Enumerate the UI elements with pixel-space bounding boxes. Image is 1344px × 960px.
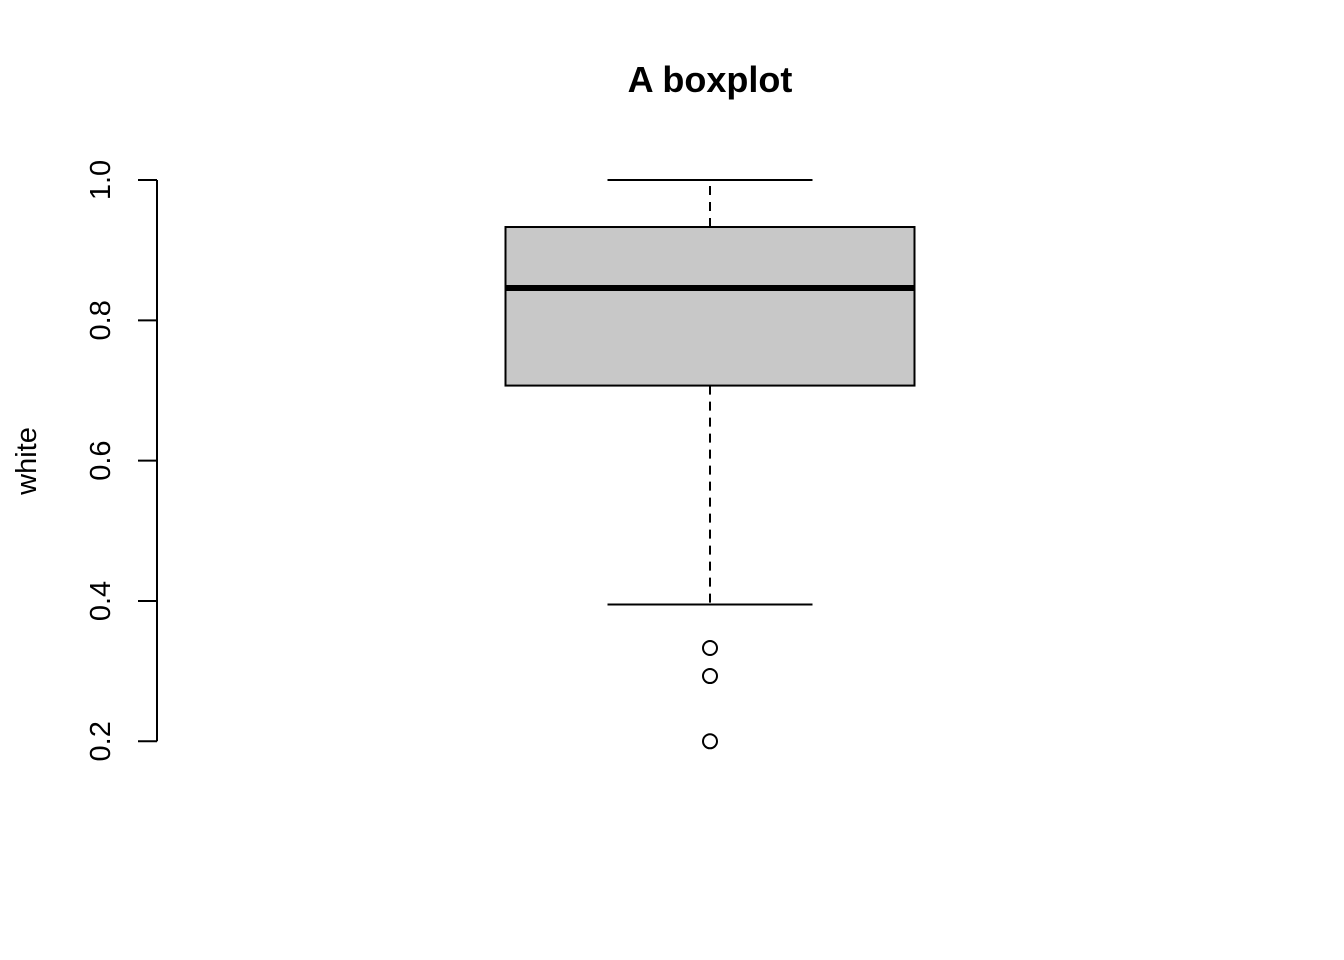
outlier-point [702, 668, 718, 685]
y-axis: 0.2 0.4 0.6 0.8 1.0 [85, 160, 158, 761]
iqr-box [504, 226, 916, 387]
y-tick-label: 0.8 [85, 300, 117, 340]
y-tick-label: 0.2 [85, 721, 117, 761]
box-plot [504, 179, 916, 750]
chart-title: A boxplot [628, 59, 793, 100]
y-axis-label: white [11, 427, 43, 496]
outlier-point [702, 639, 718, 656]
outlier-point [702, 733, 718, 750]
y-tick-label: 0.6 [85, 440, 117, 480]
y-tick-label: 0.4 [85, 581, 117, 621]
y-tick-label: 1.0 [85, 160, 117, 200]
